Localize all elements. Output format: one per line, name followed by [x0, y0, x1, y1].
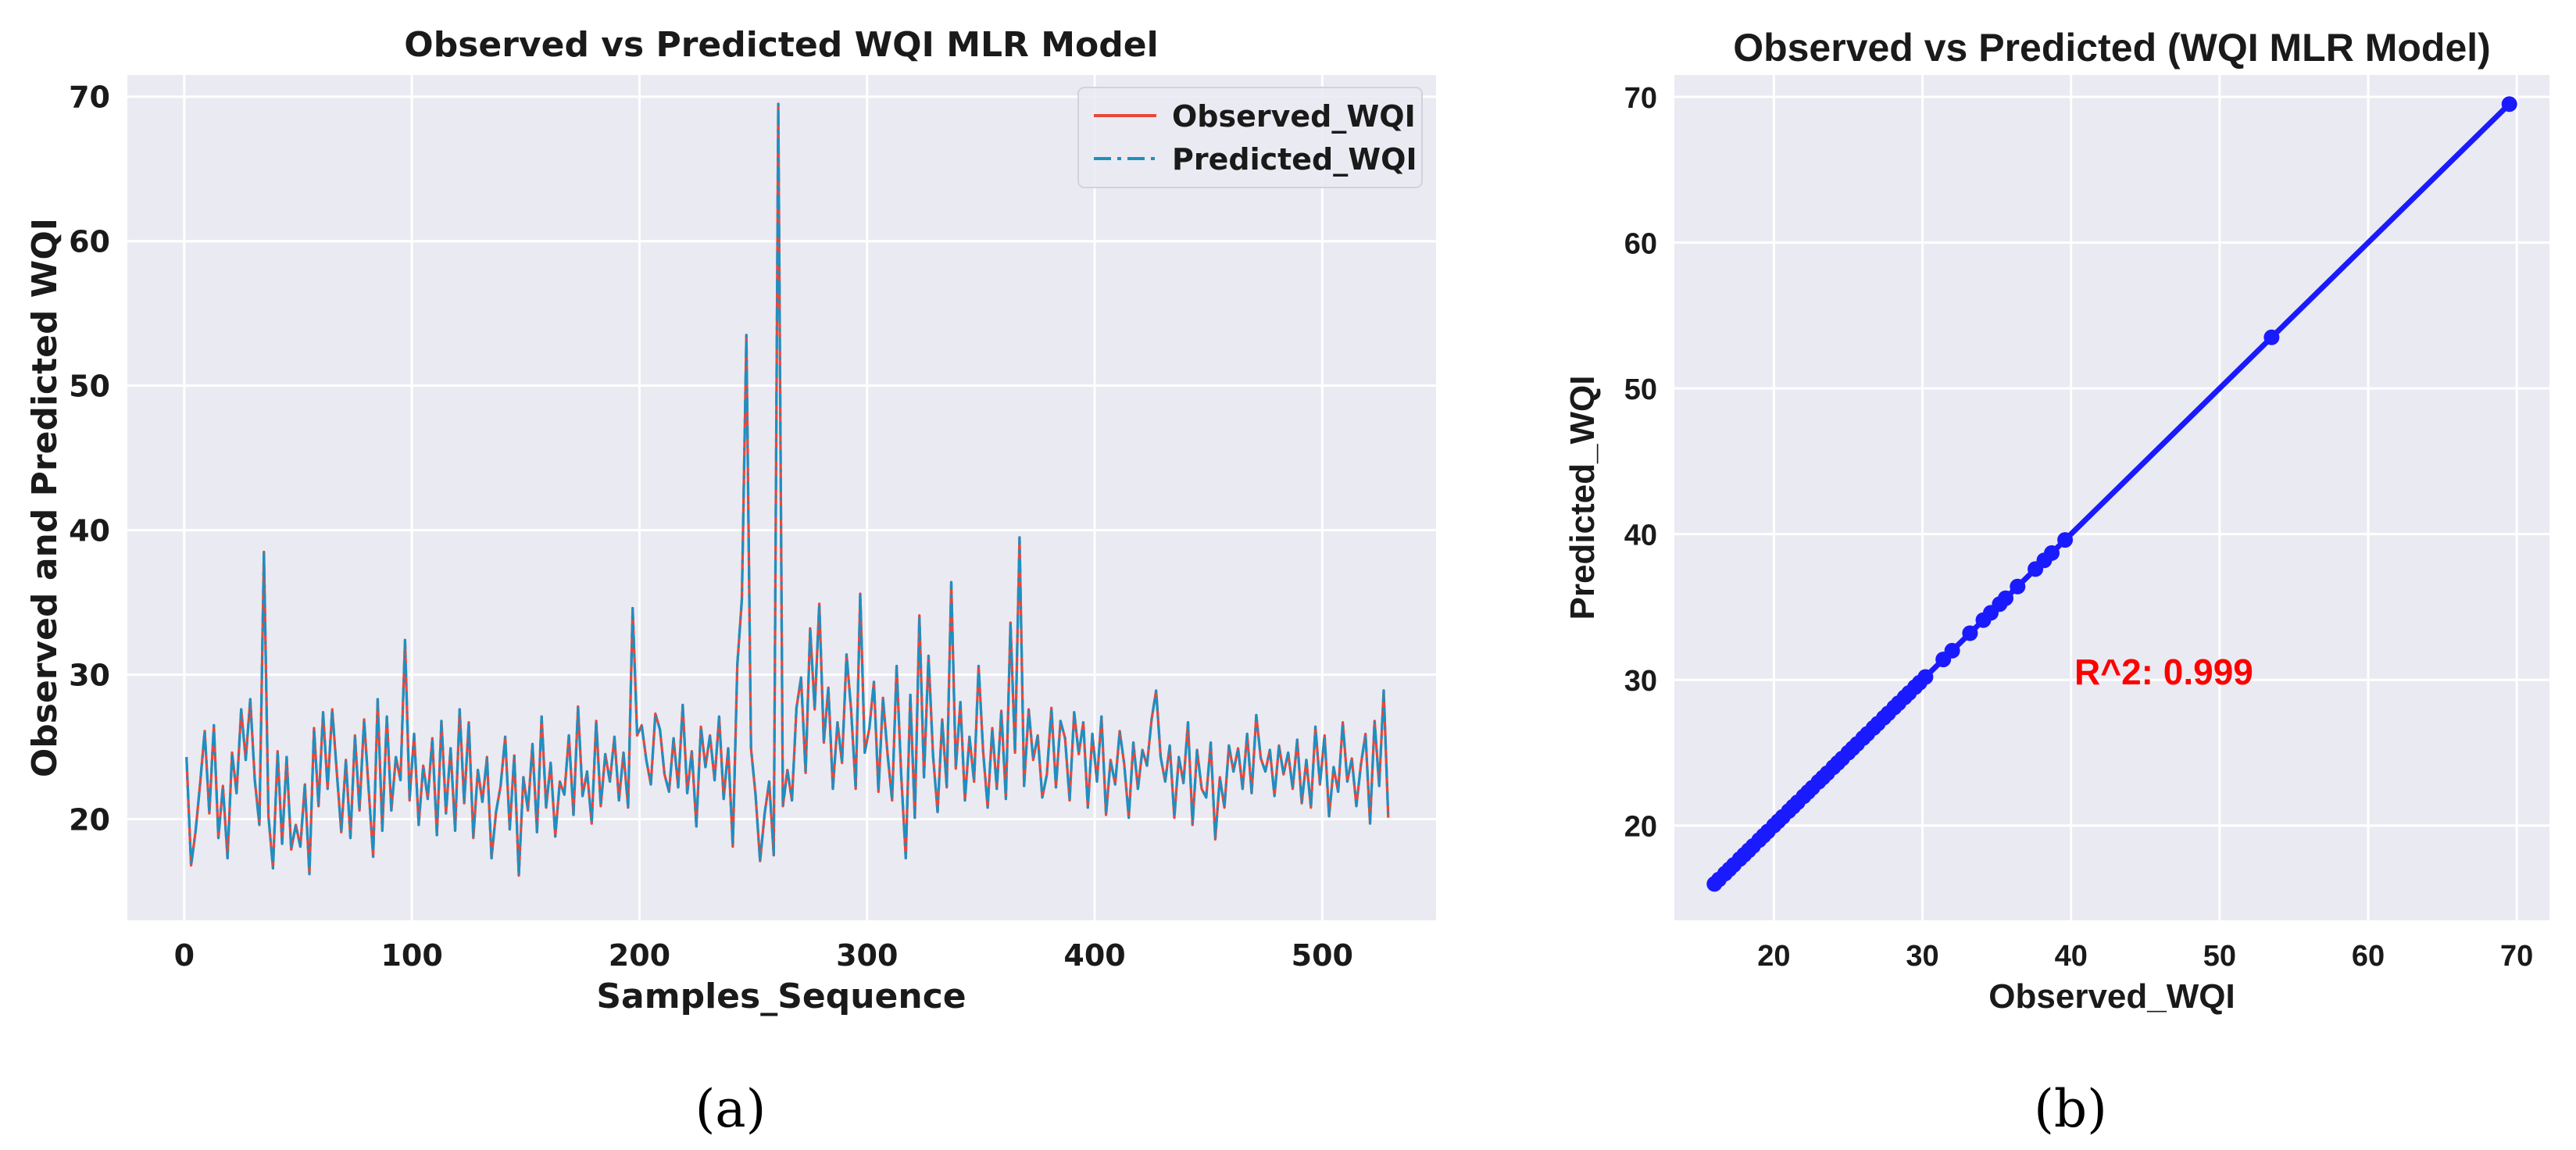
x-tick-labels: 20 30 40 50 60 70 [1757, 940, 2533, 973]
caption-b: (b) [2034, 1079, 2107, 1139]
x-tick-label: 20 [1757, 940, 1790, 973]
x-axis-label: Samples_Sequence [596, 977, 966, 1016]
series-lines [185, 102, 1390, 877]
x-tick-label: 30 [1906, 940, 1938, 973]
scatter-point [1944, 642, 1960, 659]
series-line-predicted-wqi [185, 102, 1390, 877]
x-tick-label: 70 [2500, 940, 2533, 973]
scatter-chart-panel: 20 30 40 50 60 70 20 30 40 50 60 70 Observed vs Pr… [1563, 26, 2549, 1139]
x-tick-label: 100 [381, 938, 442, 973]
chart-title: Observed vs Predicted WQI MLR Model [404, 25, 1158, 65]
y-tick-labels: 20 30 40 50 60 70 [69, 80, 110, 838]
scatter-point [2057, 532, 2074, 548]
y-tick-label: 60 [69, 225, 110, 259]
x-tick-label: 300 [836, 938, 898, 973]
chart-title: Observed vs Predicted (WQI MLR Model) [1733, 26, 2491, 70]
y-tick-label: 40 [69, 514, 110, 548]
y-axis-label: Predicted_WQI [1563, 376, 1602, 620]
r-squared-annotation: R^2: 0.999 [2074, 652, 2253, 692]
y-tick-label: 30 [1624, 665, 1657, 698]
x-tick-label: 0 [174, 938, 195, 973]
scatter-point [2501, 96, 2517, 112]
legend-observed-label: Observed_WQI [1172, 99, 1416, 134]
legend-box [1077, 87, 1423, 188]
y-tick-labels: 20 30 40 50 60 70 [1624, 82, 1657, 844]
scatter-point [2044, 545, 2060, 561]
scatter-point [1917, 669, 1934, 685]
y-axis-label: Observed and Predicted WQI [25, 218, 65, 777]
y-tick-label: 30 [69, 659, 110, 693]
x-tick-label: 500 [1292, 938, 1353, 973]
scatter-point [2010, 578, 2026, 595]
x-axis-label: Observed_WQI [1988, 977, 2235, 1016]
y-tick-label: 40 [1624, 520, 1657, 552]
legend: Observed_WQI Predicted_WQI [1077, 87, 1423, 188]
x-tick-label: 400 [1063, 938, 1125, 973]
grid-lines [1674, 75, 2549, 920]
x-tick-labels: 0 100 200 300 400 500 [174, 938, 1353, 973]
x-tick-label: 200 [609, 938, 670, 973]
y-tick-label: 50 [1624, 373, 1657, 406]
scatter-point [1998, 590, 2013, 606]
scatter-point [2263, 329, 2280, 345]
scatter-points [1706, 96, 2517, 892]
x-tick-label: 40 [2055, 940, 2088, 973]
y-tick-label: 60 [1624, 228, 1657, 261]
legend-predicted-label: Predicted_WQI [1172, 142, 1417, 177]
scatter-point [1962, 625, 1978, 641]
x-tick-label: 60 [2352, 940, 2385, 973]
line-chart-panel: 0 100 200 300 400 500 20 30 40 50 60 70 Observed v… [25, 25, 1436, 1139]
y-tick-label: 20 [1624, 811, 1657, 844]
grid-lines [127, 75, 1436, 920]
x-tick-label: 50 [2203, 940, 2236, 973]
caption-a: (a) [695, 1079, 766, 1139]
y-tick-label: 70 [1624, 82, 1657, 115]
y-tick-label: 50 [69, 370, 110, 404]
y-tick-label: 70 [69, 80, 110, 115]
y-tick-label: 20 [69, 803, 110, 838]
